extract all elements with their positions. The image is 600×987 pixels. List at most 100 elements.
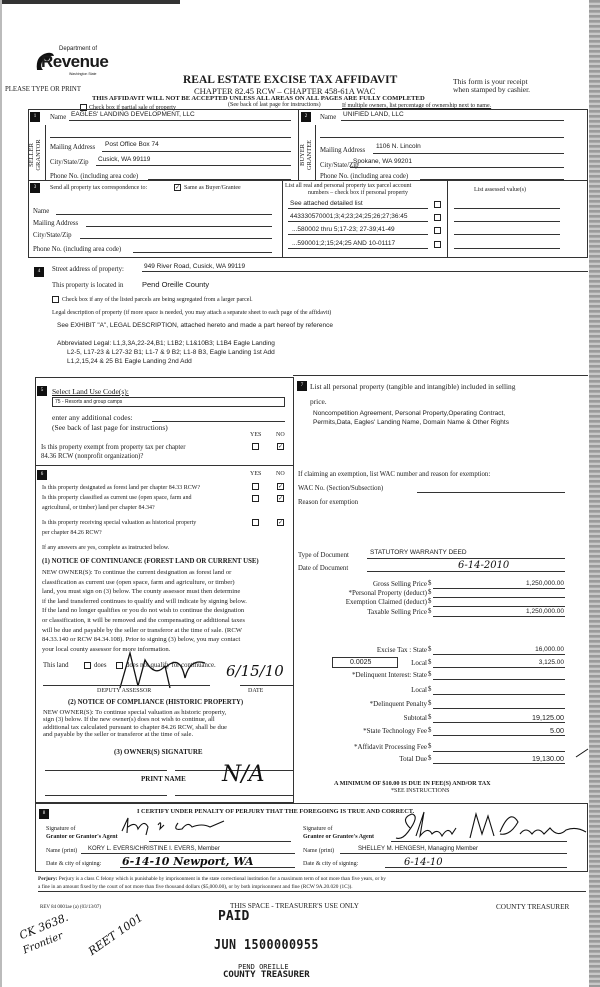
does-label: does <box>94 662 107 669</box>
document-date[interactable]: 6-14-2010 <box>458 560 510 571</box>
stamp-treasurer: COUNTY TREASURER <box>223 970 310 980</box>
divider <box>35 465 294 466</box>
personal-property-checkbox[interactable] <box>434 241 441 248</box>
grantor-date[interactable]: 6-14-10 Newport, WA <box>122 855 254 868</box>
historic-question-1: Is this property receiving special valua… <box>42 520 197 526</box>
exemption-claim-label: If claiming an exemption, list WAC numbe… <box>298 471 491 478</box>
historic-yes-checkbox[interactable] <box>252 519 259 526</box>
same-as-buyer-checkbox[interactable]: ✓ <box>174 184 181 191</box>
amount-value[interactable]: 5.00 <box>550 726 564 735</box>
treasurer-use-label: THIS SPACE - TREASURER'S USE ONLY <box>230 902 359 910</box>
currency-symbol: $ <box>428 659 432 666</box>
partial-sale-checkbox[interactable] <box>80 104 87 111</box>
amount-value[interactable]: 19,130.00 <box>532 754 564 763</box>
field-line <box>80 238 272 239</box>
amount-line <box>433 588 565 589</box>
grantee-name[interactable]: SHELLEY M. HENGESH, Managing Member <box>358 846 478 852</box>
grantee-date[interactable]: 6-14-10 <box>404 857 443 868</box>
corr-city-label: City/State/Zip <box>33 232 72 239</box>
amount-label: *Affidavit Processing Fee <box>354 743 427 751</box>
street-address[interactable]: 949 River Road, Cusick, WA 99119 <box>144 263 246 270</box>
amount-value[interactable]: 3,125.00 <box>538 659 564 666</box>
exempt-no-checkbox[interactable]: ✓ <box>277 443 284 450</box>
buyer-name[interactable]: UNIFIED LAND, LLC <box>343 111 404 118</box>
personal-property-items-2[interactable]: Permits,Data, Eagles' Landing Name, Doma… <box>313 419 509 426</box>
parcel-number[interactable]: ...590001;2;15;24;25 AND 10-01117 <box>292 240 396 247</box>
grantee-signature-label-1: Signature of <box>303 826 333 832</box>
current-use-question-2: agricultural, or timber) land per chapte… <box>42 505 155 511</box>
does-qualify-checkbox[interactable] <box>84 662 91 669</box>
seller-city[interactable]: Cusick, WA 99119 <box>98 156 151 163</box>
field-line <box>420 179 564 180</box>
forest-land-question: Is this property designated as forest la… <box>42 485 201 491</box>
seller-mailing[interactable]: Post Office Box 74 <box>105 141 159 148</box>
does-not-qualify-checkbox[interactable] <box>116 662 123 669</box>
owner-na: N/A <box>222 762 265 787</box>
form-title: REAL ESTATE EXCISE TAX AFFIDAVIT <box>183 74 398 86</box>
buyer-mailing-label: Mailing Address <box>320 147 366 154</box>
logo-swoosh-icon <box>36 52 54 70</box>
signature-line <box>43 685 210 686</box>
wac-label: WAC No. (Section/Subsection) <box>298 485 384 492</box>
section-number-6: 6 <box>37 470 47 480</box>
current-use-no-checkbox[interactable]: ✓ <box>277 495 284 502</box>
local-rate-field[interactable]: 0.0025 <box>332 657 398 668</box>
same-as-buyer-label: Same as Buyer/Grantee <box>184 185 241 191</box>
seller-name[interactable]: EAGLES' LANDING DEVELOPMENT, LLC <box>71 111 195 118</box>
segregated-label: Check box if any of the listed parcels a… <box>62 297 253 303</box>
currency-symbol: $ <box>428 598 432 605</box>
deputy-assessor-label: DEPUTY ASSESSOR <box>97 688 152 694</box>
paid-stamp: PAID <box>218 909 250 924</box>
text-line: If the land no longer qualifies or you d… <box>42 607 245 615</box>
grantee-name-label: Name (print) <box>303 848 335 854</box>
current-use-yes-checkbox[interactable] <box>252 495 259 502</box>
parties-section <box>28 109 588 258</box>
personal-property-checkbox[interactable] <box>434 214 441 221</box>
personal-property-checkbox[interactable] <box>434 227 441 234</box>
certification-section <box>35 803 588 872</box>
segregated-checkbox[interactable] <box>52 296 59 303</box>
forest-no-checkbox[interactable]: ✓ <box>277 483 284 490</box>
send-correspondence-label: Send all property tax correspondence to: <box>50 185 148 191</box>
assessed-value-line <box>454 248 560 249</box>
amount-label: *Personal Property (deduct) <box>348 589 427 597</box>
owner-signature-label: (3) OWNER(S) SIGNATURE <box>114 748 203 756</box>
currency-symbol: $ <box>428 580 432 587</box>
reason-label: Reason for exemption <box>298 499 359 506</box>
parcel-number[interactable]: 443330570001;3;4;23;24;25;26;27;36:45 <box>290 213 408 220</box>
continuance-title: (1) NOTICE OF CONTINUANCE (FOREST LAND O… <box>42 558 259 565</box>
land-use-code-field[interactable]: 75 - Resorts and group camps <box>52 397 285 407</box>
grantor-name-label: Name (print) <box>46 848 78 854</box>
corr-phone-label: Phone No. (including area code) <box>33 246 122 253</box>
exempt-yes-checkbox[interactable] <box>252 443 259 450</box>
personal-property-items-1[interactable]: Noncompetition Agreement, Personal Prope… <box>313 410 506 417</box>
assessed-value-line <box>454 234 560 235</box>
amount-value[interactable]: 16,000.00 <box>535 646 564 653</box>
divider <box>447 181 448 258</box>
buyer-mailing[interactable]: 1106 N. Lincoln <box>376 143 421 150</box>
no-header: NO <box>276 471 285 477</box>
amount-value[interactable]: 19,125.00 <box>532 713 564 722</box>
parcel-number[interactable]: See attached detailed list <box>290 200 363 207</box>
compliance-title: (2) NOTICE OF COMPLIANCE (HISTORIC PROPE… <box>68 699 244 706</box>
grantor-name[interactable]: KORY L. EVERS/CHRISTINE I. EVERS, Member <box>88 846 220 852</box>
amount-line <box>433 616 565 617</box>
buyer-phone-label: Phone No. (including area code) <box>320 173 409 180</box>
field-line <box>133 252 272 253</box>
signature-line <box>45 770 167 771</box>
historic-no-checkbox[interactable]: ✓ <box>277 519 284 526</box>
county[interactable]: Pend Oreille County <box>142 280 210 289</box>
this-land-label: This land <box>43 662 69 669</box>
document-type[interactable]: STATUTORY WARRANTY DEED <box>370 549 467 556</box>
currency-symbol: $ <box>428 700 432 707</box>
amount-value[interactable]: 1,250,000.00 <box>526 608 564 615</box>
buyer-city[interactable]: Spokane, WA 99201 <box>353 158 413 165</box>
parcel-number[interactable]: ...580002 thru 5;17-23; 27-39;41-49 <box>292 226 395 233</box>
amount-value[interactable]: 1,250,000.00 <box>526 580 564 587</box>
personal-property-checkbox[interactable] <box>434 201 441 208</box>
perjury-notice: Perjury: Perjury is a class C felony whi… <box>38 875 586 892</box>
text-line: your local county assessor for more info… <box>42 645 171 653</box>
text-line: sign (3) below. If the new owner(s) does… <box>43 716 215 724</box>
forest-yes-checkbox[interactable] <box>252 483 259 490</box>
field-line <box>102 151 291 152</box>
